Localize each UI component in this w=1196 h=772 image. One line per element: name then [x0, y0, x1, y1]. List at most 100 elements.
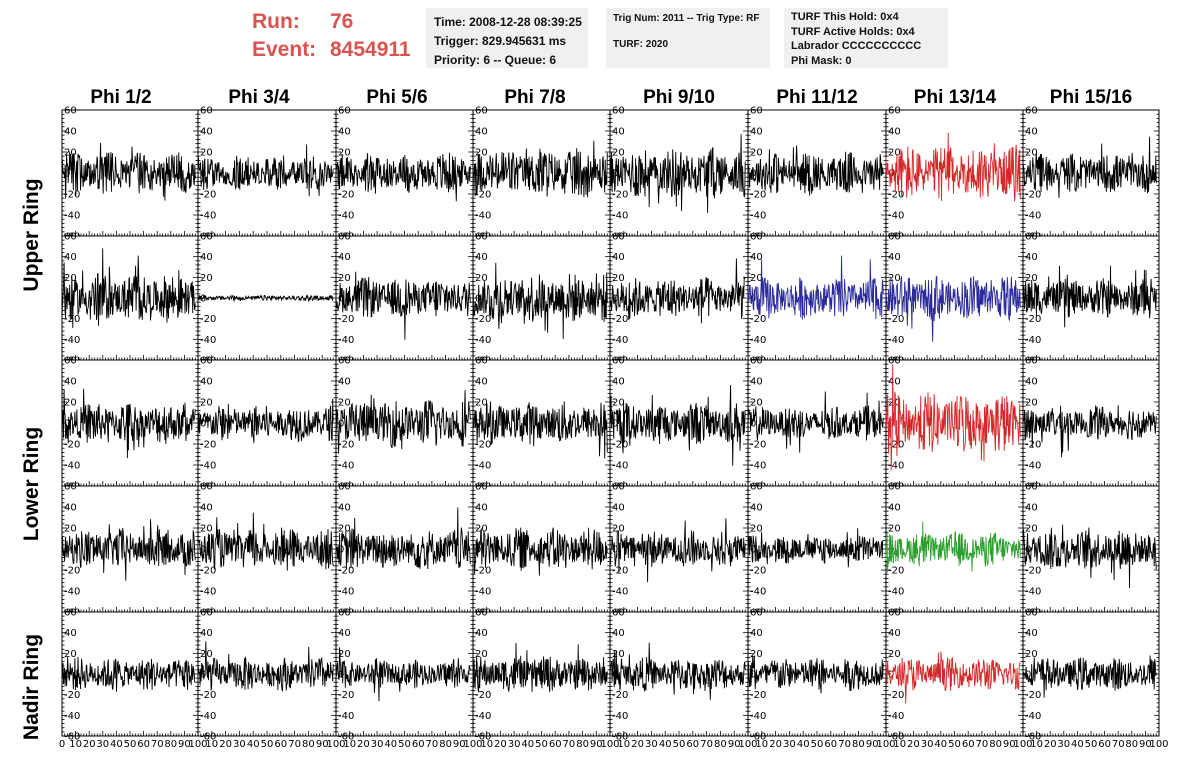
y-tick-label-r2-c4: -20 — [612, 440, 628, 451]
x-tick-label-c7: 90 — [1139, 739, 1152, 750]
y-tick-label-r1-c4: 20 — [612, 273, 625, 284]
y-tick-label-r4-c1: 40 — [200, 628, 213, 639]
x-tick-label-c4: 60 — [686, 739, 699, 750]
x-tick-label-c5: 40 — [797, 739, 810, 750]
x-tick-label-c6: 70 — [976, 739, 989, 750]
x-tick-label-c1: 10 — [205, 739, 218, 750]
x-tick-label-c2: 40 — [384, 739, 397, 750]
y-tick-label-r3-c5: 40 — [750, 503, 763, 514]
x-tick-label-c0: 50 — [124, 739, 137, 750]
y-tick-label-r2-c7: 40 — [1025, 377, 1038, 388]
y-tick-label-r1-c3: -40 — [475, 335, 491, 346]
y-tick-label-r4-c7: 60 — [1025, 608, 1038, 619]
y-tick-label-r0-c4: -20 — [612, 190, 628, 201]
y-tick-label-r1-c0: -40 — [64, 335, 80, 346]
y-tick-label-r1-c6: -40 — [888, 335, 904, 346]
y-tick-label-r4-c3: -60 — [475, 732, 491, 743]
y-tick-label-r2-c4: 60 — [612, 356, 625, 367]
x-tick-label-c2: 90 — [453, 739, 466, 750]
y-tick-label-r3-c3: 60 — [475, 482, 488, 493]
panel-ticks-r3-c1 — [197, 485, 337, 613]
waveform-trace-r2-c4 — [609, 384, 746, 466]
y-tick-label-r3-c4: 40 — [612, 503, 625, 514]
x-tick-label-c6: 20 — [907, 739, 920, 750]
x-tick-label-c5: 30 — [783, 739, 796, 750]
y-tick-label-r4-c6: 40 — [888, 628, 901, 639]
y-tick-label-r0-c6: -20 — [888, 190, 904, 201]
y-tick-label-r1-c3: 20 — [475, 273, 488, 284]
waveform-trace-r3-c3 — [472, 527, 608, 576]
x-tick-label-c3: 10 — [480, 739, 493, 750]
waveform-trace-r1-c3 — [472, 262, 608, 340]
waveform-trace-r1-c4 — [609, 258, 746, 324]
y-tick-label-r3-c7: -20 — [1025, 566, 1041, 577]
y-tick-label-r1-c3: 60 — [475, 232, 488, 243]
waveform-trace-r2-c0 — [61, 388, 196, 459]
y-tick-label-r2-c5: -40 — [750, 461, 766, 472]
y-tick-label-r4-c1: -60 — [200, 732, 216, 743]
y-tick-label-r2-c5: -20 — [750, 440, 766, 451]
y-tick-label-r1-c5: -20 — [750, 314, 766, 325]
y-tick-label-r0-c7: 20 — [1025, 148, 1038, 159]
y-tick-label-r0-c6: 40 — [888, 127, 901, 138]
y-tick-label-r0-c6: 20 — [888, 148, 901, 159]
y-tick-label-r3-c7: -40 — [1025, 587, 1041, 598]
y-tick-label-r4-c3: 0 — [475, 670, 481, 681]
x-tick-label-c3: 80 — [576, 739, 589, 750]
x-tick-label-c2: 80 — [439, 739, 452, 750]
y-tick-label-r0-c7: -20 — [1025, 190, 1041, 201]
phi-mask-line: Phi Mask: 0 — [791, 54, 852, 67]
y-tick-label-r0-c2: 40 — [338, 127, 351, 138]
waveform-trace-r4-c0 — [61, 656, 196, 692]
waveform-trace-r4-c7 — [1022, 655, 1157, 698]
x-tick-label-c6: 90 — [1003, 739, 1016, 750]
waveform-trace-r4-c2 — [335, 647, 471, 702]
y-tick-label-r2-c5: 60 — [750, 356, 763, 367]
y-tick-label-r4-c1: -20 — [200, 690, 216, 701]
y-tick-label-r3-c5: 60 — [750, 482, 763, 493]
x-tick-label-c2: 60 — [412, 739, 425, 750]
x-tick-label-c0: 70 — [151, 739, 164, 750]
y-tick-label-r0-c1: -20 — [200, 190, 216, 201]
y-tick-label-r0-c2: 60 — [338, 106, 351, 117]
y-tick-label-r3-c1: 20 — [200, 524, 213, 535]
y-tick-label-r3-c2: 60 — [338, 482, 351, 493]
y-tick-label-r4-c0: -40 — [64, 711, 80, 722]
y-tick-label-r0-c7: 60 — [1025, 106, 1038, 117]
y-tick-label-r1-c2: -20 — [338, 314, 354, 325]
y-tick-label-r2-c6: 40 — [888, 377, 901, 388]
x-tick-label-c4: 30 — [645, 739, 658, 750]
y-tick-label-r0-c3: 40 — [475, 127, 488, 138]
waveform-trace-r0-c0 — [61, 142, 196, 201]
y-tick-label-r3-c1: 40 — [200, 503, 213, 514]
y-tick-label-r1-c2: 40 — [338, 252, 351, 263]
run-event-block: Run: 76 Event: 8454911 — [252, 8, 411, 64]
y-tick-label-r2-c0: 60 — [64, 356, 77, 367]
y-tick-label-r3-c1: -20 — [200, 566, 216, 577]
labrador-line: Labrador CCCCCCCCCC — [791, 40, 922, 52]
x-tick-label-c5: 90 — [866, 739, 879, 750]
y-tick-label-r1-c2: 20 — [338, 273, 351, 284]
panel-ticks-r3-c7 — [1022, 485, 1160, 613]
y-tick-label-r2-c1: 0 — [200, 419, 206, 430]
waveform-trace-r0-c1 — [197, 144, 334, 197]
waveform-trace-r3-c7 — [1022, 524, 1157, 589]
y-tick-label-r0-c0: 60 — [64, 106, 77, 117]
x-tick-label-c0: 0 — [59, 739, 65, 750]
run-line: Run: 76 — [252, 8, 411, 36]
waveform-trace-r1-c0 — [61, 248, 196, 329]
priority-line: Priority: 6 -- Queue: 6 — [434, 53, 557, 67]
column-header-phi-13-14: Phi 13/14 — [913, 87, 997, 108]
column-header-phi-15-16: Phi 15/16 — [1049, 87, 1133, 108]
trigger-info-panel: Trig Num: 2011 -- Trig Type: RF TURF: 20… — [606, 8, 770, 68]
x-tick-label-c4: 70 — [700, 739, 713, 750]
column-header-phi-9-10: Phi 9/10 — [643, 87, 715, 108]
x-tick-label-c0: 60 — [137, 739, 150, 750]
y-tick-label-r2-c5: 0 — [750, 419, 756, 430]
waveform-trace-r4-c5 — [747, 655, 884, 694]
y-tick-label-r4-c1: -40 — [200, 711, 216, 722]
y-tick-label-r4-c7: -60 — [1025, 732, 1041, 743]
y-tick-label-r1-c5: 60 — [750, 232, 763, 243]
x-tick-label-c6: 50 — [948, 739, 961, 750]
